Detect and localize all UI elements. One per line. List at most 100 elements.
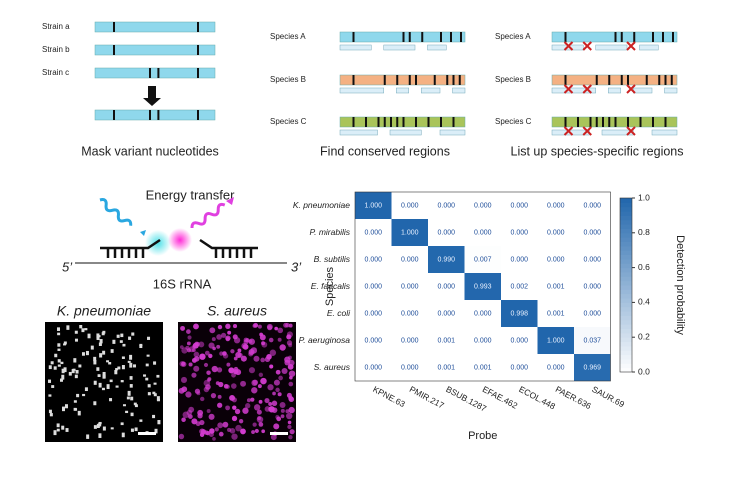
colorbar-step [620, 198, 632, 203]
colorbar-tick-label: 1.0 [638, 192, 650, 202]
colorbar-step [620, 206, 632, 212]
cell [286, 334, 292, 340]
cell [501, 246, 538, 273]
cell [153, 361, 157, 365]
cell [257, 384, 262, 389]
value-label: 0.000 [364, 310, 382, 317]
cell [253, 404, 261, 411]
cell [537, 300, 574, 327]
cell [245, 403, 251, 409]
colorbar-tick-label: 0.4 [638, 297, 650, 307]
cell [122, 404, 126, 407]
value-label: 0.000 [401, 310, 419, 317]
variant [415, 117, 417, 127]
cell [277, 392, 282, 397]
y-tick-label: P. mirabilis [310, 227, 351, 237]
cell [98, 433, 102, 438]
cell [216, 367, 223, 373]
cell [133, 364, 137, 368]
cell [128, 336, 132, 340]
colorbar-step [620, 271, 632, 277]
cell [279, 344, 286, 351]
x-axis-title: Probe [468, 430, 497, 442]
colorbar-step [620, 232, 632, 238]
species-label: Species A [495, 32, 531, 41]
colorbar-step [620, 324, 632, 329]
value-label: 0.000 [437, 202, 455, 209]
colorbar-step [620, 211, 632, 216]
cell [226, 362, 231, 367]
value-label: 0.000 [583, 202, 601, 209]
cell [252, 422, 257, 427]
variant [408, 75, 411, 85]
region [551, 87, 596, 94]
cell [116, 334, 120, 338]
cell [501, 273, 538, 300]
cell [211, 365, 218, 373]
variant [620, 32, 623, 42]
cell [231, 433, 238, 440]
cell [96, 423, 100, 428]
cell [574, 300, 611, 327]
cell [81, 328, 85, 333]
cell [56, 423, 60, 428]
cell [122, 343, 126, 347]
value-label: 0.000 [364, 256, 382, 263]
cell [355, 300, 392, 327]
colorbar-title: Detection probability [674, 235, 686, 335]
cell [129, 354, 133, 360]
cell [127, 360, 131, 363]
cell [129, 362, 133, 368]
region [595, 44, 628, 51]
value-label: 0.007 [474, 256, 492, 263]
cell [120, 422, 124, 426]
variant [396, 75, 399, 85]
cell [261, 429, 266, 434]
cell [391, 354, 428, 381]
variant [595, 75, 598, 85]
cell [234, 408, 241, 415]
image-label: S. aureus [207, 303, 267, 319]
value-label: 0.000 [583, 256, 601, 263]
cell [428, 192, 465, 219]
cell [204, 350, 210, 356]
y-tick-label: B. subtilis [314, 254, 351, 264]
colorbar-step [620, 367, 632, 373]
cell [64, 404, 68, 409]
cell [74, 330, 78, 334]
cell [280, 408, 285, 413]
value-label: 0.001 [437, 364, 455, 371]
x-mark [582, 41, 592, 51]
variant [620, 75, 623, 85]
variant [157, 110, 160, 120]
y-tick-label: P. aeruginosa [299, 335, 351, 345]
variant [614, 117, 617, 127]
cell [250, 397, 255, 402]
cell [181, 361, 186, 366]
cell [98, 421, 102, 425]
variant [149, 110, 151, 120]
cell [238, 419, 244, 424]
cell [464, 327, 501, 354]
cell [152, 414, 156, 419]
cell [258, 422, 264, 427]
colorbar-step [620, 285, 632, 290]
species-label: Species C [270, 117, 307, 126]
value-label: 0.001 [474, 364, 492, 371]
cell [61, 368, 65, 374]
variant [427, 117, 430, 127]
cell [248, 367, 256, 374]
heatmap: 1.000 0.000 0.000 0.000 0.000 0.000 0.000 0.000… [293, 191, 686, 442]
cell [191, 348, 196, 353]
variant [197, 68, 199, 78]
cell [134, 427, 138, 432]
cell [87, 333, 91, 339]
scale-bar [270, 432, 288, 435]
cell [260, 357, 265, 363]
colorbar-tick-label: 0.8 [638, 227, 650, 237]
cell [203, 362, 209, 368]
y-tick-label: E. faecalis [311, 281, 351, 291]
cell [574, 219, 611, 246]
cell [237, 348, 242, 353]
